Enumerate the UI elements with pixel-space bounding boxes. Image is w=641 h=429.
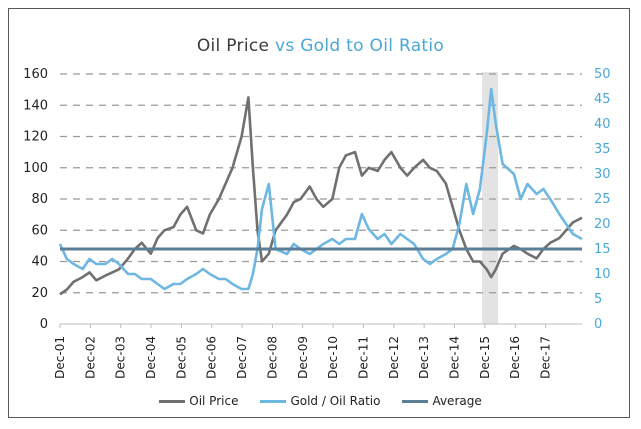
x-tick-label: Dec-13 <box>417 336 431 379</box>
right-tick-label: 40 <box>594 117 611 132</box>
x-tick-label: Dec-03 <box>114 336 128 379</box>
left-tick-label: 100 <box>23 161 48 176</box>
x-tick-label: Dec-07 <box>235 336 249 379</box>
title-vs: vs <box>269 36 301 56</box>
left-tick-label: 160 <box>23 67 48 82</box>
title-oil-price: Oil Price <box>196 36 270 56</box>
x-tick-label: Dec-14 <box>448 336 462 379</box>
right-tick-label: 0 <box>594 317 602 332</box>
right-tick-label: 5 <box>594 292 602 307</box>
left-tick-label: 80 <box>31 192 48 207</box>
legend-item-gold-oil-ratio: Gold / Oil Ratio <box>260 394 380 408</box>
chart-frame <box>8 8 630 418</box>
left-tick-label: 0 <box>40 317 48 332</box>
right-tick-label: 30 <box>594 167 611 182</box>
x-tick-label: Dec-09 <box>296 336 310 379</box>
left-tick-label: 140 <box>23 98 48 113</box>
series-oil-price-line <box>59 96 583 296</box>
x-tick-label: Dec-11 <box>356 336 370 379</box>
legend-item-oil-price: Oil Price <box>159 394 238 408</box>
x-tick-label: Dec-12 <box>387 336 401 379</box>
right-tick-label: 20 <box>594 217 611 232</box>
series-gold-oil-ratio-line <box>58 87 583 291</box>
right-tick-label: 10 <box>594 267 611 282</box>
legend-swatch-average <box>402 399 429 403</box>
x-tick-label: Dec-08 <box>265 336 279 379</box>
right-tick-label: 50 <box>594 67 611 82</box>
title-gold-oil-ratio: Gold to Oil Ratio <box>300 36 445 56</box>
left-tick-label: 60 <box>31 223 48 238</box>
x-tick-label: Dec-04 <box>144 336 158 379</box>
x-tick-label: Dec-06 <box>205 336 219 379</box>
right-tick-label: 25 <box>594 192 611 207</box>
x-tick-label: Dec-02 <box>83 336 97 379</box>
x-tick-label: Dec-16 <box>508 336 522 379</box>
legend-label-average: Average <box>432 394 482 408</box>
legend-item-average: Average <box>402 394 482 408</box>
legend-label-oil-price: Oil Price <box>189 394 239 408</box>
left-tick-label: 120 <box>23 130 48 145</box>
right-tick-label: 35 <box>594 142 611 157</box>
legend-swatch-gold-oil-ratio <box>260 399 287 403</box>
x-tick-label: Dec-01 <box>53 336 67 379</box>
left-tick-label: 40 <box>31 255 48 270</box>
chart-legend: Oil Price Gold / Oil Ratio Average <box>0 394 641 408</box>
x-tick-label: Dec-17 <box>539 336 553 379</box>
right-tick-label: 45 <box>594 92 611 107</box>
chart-title: Oil Price vs Gold to Oil Ratio <box>0 36 641 56</box>
legend-label-gold-oil-ratio: Gold / Oil Ratio <box>290 394 381 408</box>
legend-swatch-oil-price <box>159 399 186 403</box>
x-tick-label: Dec-10 <box>326 336 340 379</box>
x-tick-label: Dec-05 <box>174 336 188 379</box>
left-tick-label: 20 <box>31 286 48 301</box>
right-tick-label: 15 <box>594 242 611 257</box>
x-tick-label: Dec-15 <box>478 336 492 379</box>
